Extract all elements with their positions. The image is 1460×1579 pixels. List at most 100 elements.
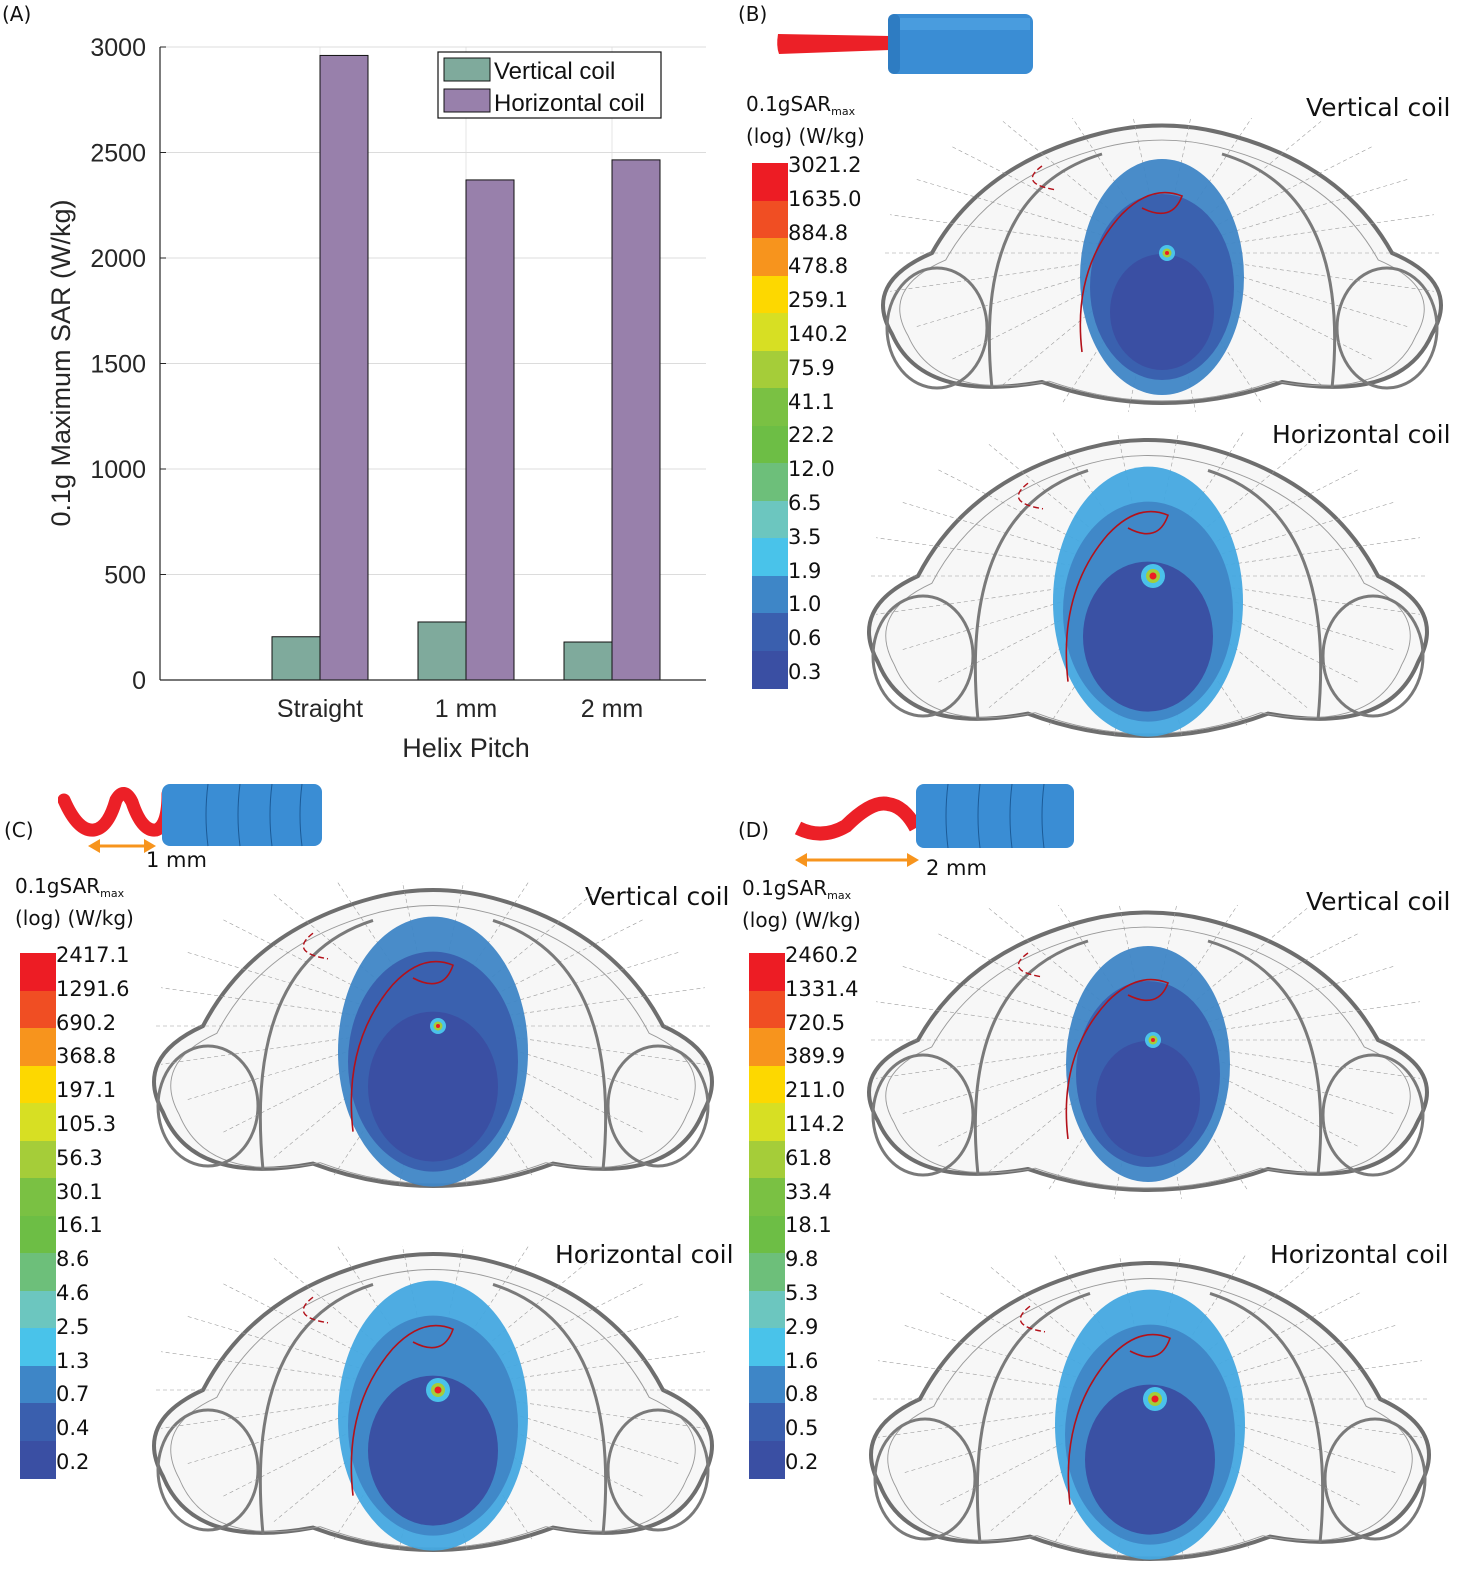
sar-map-vertical-d [858,881,1438,1209]
bar-horizontal-coil-straight [319,54,369,681]
colorbar-tick-label: 0.2 [56,1450,90,1474]
colorbar-band [749,1103,785,1141]
colorbar-tick-label: 2.9 [785,1314,819,1339]
bar-horizontal-coil-2-mm [611,159,661,681]
colorbar-tick-label: 211.0 [785,1078,846,1103]
hotspot-center [436,1024,440,1028]
colorbar-tick-label: 1.3 [56,1348,90,1373]
coil-label-vertical-d: Vertical coil [1306,887,1451,916]
panel-c-label: (C) [4,818,34,842]
pitch-arrow-1mm-icon [88,839,156,853]
panel-d-label: (D) [738,818,770,842]
colorbar-tick-label: 105.3 [56,1112,117,1136]
colorbar-band [20,1290,56,1329]
legend-label-vertical-coil: Vertical coil [494,58,615,85]
lead-loop [1031,165,1058,191]
colorbar-tick-label: 478.8 [788,254,849,279]
sar-map-vertical-b [872,94,1452,422]
colorbar-tick-label: 3021.2 [788,153,862,177]
coil-label-vertical-b: Vertical coil [1306,93,1451,122]
y-tick-label: 1000 [90,456,146,484]
straight-lead-icon [777,14,1033,74]
colorbar-tick-label: 197.1 [56,1078,117,1103]
colorbar-band [752,575,788,614]
left-thigh [156,1044,260,1168]
colorbar-tick-label: 720.5 [785,1010,846,1035]
colorbar-tick-label: 1.0 [788,592,822,617]
colorbar-tick-label: 4.6 [56,1281,90,1305]
left-thigh [871,1053,975,1177]
colorbar-tick-label: 61.8 [785,1145,832,1170]
colorbar-tick-label: 18.1 [785,1213,832,1238]
colorbar-band [20,990,56,1029]
colorbar-tick-label: 1635.0 [788,186,862,211]
colorbar-band [749,1065,785,1104]
y-axis-label: 0.1g Maximum SAR (W/kg) [46,199,76,526]
colorbar-band [749,1328,785,1366]
colorbar-tick-label: 30.1 [56,1179,103,1204]
y-tick-label: 2500 [90,140,146,168]
sar-field-core [1085,1384,1215,1535]
legend-swatch-horizontal-coil [443,88,491,113]
colorbar-tick-label: 2460.2 [785,943,859,967]
colorbar-band [749,1028,785,1066]
colorbar-title-c: 0.1gSARmax (log) (W/kg) [15,874,134,930]
colorbar-band [749,1140,785,1179]
hotspot-center [1165,251,1169,255]
colorbar-band [752,425,788,464]
colorbar-tick-label: 41.1 [788,389,835,414]
bar-vertical-coil-1-mm [417,621,467,681]
y-tick-label: 1500 [90,351,146,379]
colorbar-tick-label: 690.2 [56,1010,117,1035]
colorbar-band [752,163,788,201]
colorbar-tick-label: 140.2 [788,322,849,346]
colorbar-band [752,313,788,351]
legend-swatch-vertical-coil [443,57,491,82]
body-wireframe-render [869,1240,1431,1561]
colorbar-band [20,1028,56,1066]
colorbar-tick-label: 0.8 [785,1382,819,1407]
colorbar-tick-label: 368.8 [56,1044,117,1069]
body-inner-outline [170,905,696,1185]
lead-loop [302,1296,329,1324]
right-thigh [1321,594,1425,718]
left-thigh [885,266,989,390]
x-tick-label: Straight [277,695,363,723]
colorbar-title-b: 0.1gSARmax (log) (W/kg) [746,92,865,148]
colorbar-tick-label: 1.6 [785,1348,819,1373]
x-axis-label: Helix Pitch [402,733,530,763]
body-inner-outline [885,455,1411,735]
colorbar-band [752,238,788,276]
body-inner-outline [885,926,1411,1189]
lead-wire [1079,191,1184,353]
colorbar-band [749,1178,785,1216]
colorbar-tick-label: 6.5 [788,491,822,515]
sar-field-core [1083,561,1213,712]
x-tick-label: 2 mm [581,695,644,723]
colorbar-tick-label: 0.4 [56,1416,90,1441]
colorbar-band [20,1365,56,1404]
helix-lead-2mm-icon [794,783,1074,849]
colorbar-band [752,613,788,651]
colorbar-tick-label: 0.7 [56,1382,90,1407]
colorbar-band [20,1215,56,1254]
coil-label-vertical-c: Vertical coil [585,882,730,911]
colorbar-tick-label: 2.5 [56,1314,90,1339]
sar-field-core [368,1375,498,1526]
lead-loop [302,932,329,960]
colorbar-band [749,1253,785,1291]
colorbar-b: 3021.2 1635.0 884.8 478.8 259.1 140.2 75.9 41.1… [752,155,882,689]
x-tick-labels: Straight 1 mm 2 mm [277,695,643,723]
colorbar-tick-label: 884.8 [788,220,849,245]
colorbar-band [752,200,788,239]
x-tick-label: 1 mm [435,695,498,723]
colorbar-band [20,1440,56,1479]
colorbar-band [20,1140,56,1179]
colorbar-tick-label: 9.8 [785,1247,819,1272]
legend: Vertical coil Horizontal coil [437,51,662,119]
colorbar-band [752,500,788,539]
body-wireframe-render [152,1231,714,1552]
panel-a-label: (A) [2,2,32,26]
legend-label-horizontal-coil: Horizontal coil [494,90,645,117]
lead-loop [1019,1305,1046,1333]
